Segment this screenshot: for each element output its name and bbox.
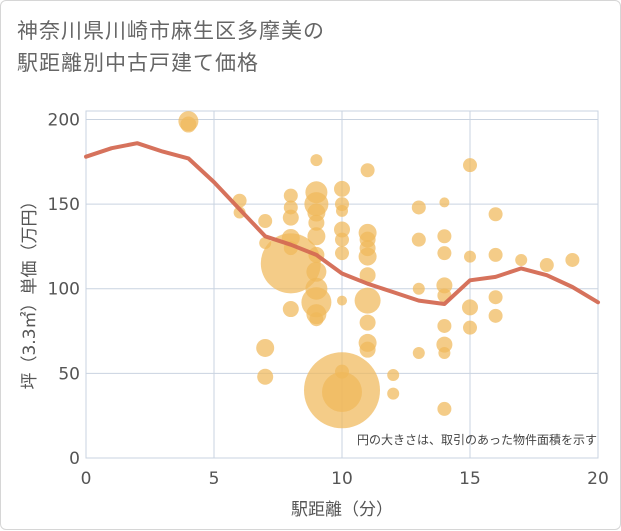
data-bubble (282, 301, 299, 318)
data-bubble (463, 158, 477, 173)
data-bubble (359, 341, 376, 358)
data-bubble (488, 247, 503, 262)
data-bubble (257, 368, 274, 385)
data-bubble (334, 221, 350, 238)
x-tick-label: 20 (587, 469, 609, 489)
title-line-2: 駅距離別中古戸建て価格 (17, 51, 259, 75)
trend-line (84, 141, 600, 306)
data-bubble (308, 214, 325, 231)
data-bubble (283, 188, 298, 203)
data-bubble (387, 387, 400, 400)
data-bubble (360, 163, 375, 178)
data-bubble (565, 252, 580, 267)
data-bubble (411, 200, 426, 215)
title-line-1: 神奈川県川崎市麻生区多摩美の (17, 19, 325, 43)
data-bubble (337, 295, 347, 306)
data-bubble (488, 207, 503, 222)
data-bubble (463, 320, 477, 335)
data-bubble (515, 253, 528, 266)
data-bubble (412, 282, 425, 295)
data-bubble (436, 277, 453, 294)
data-bubble (322, 371, 362, 412)
data-bubble (437, 246, 452, 261)
data-bubble (539, 258, 554, 273)
y-tick-label: 50 (58, 364, 80, 384)
data-bubble (359, 267, 376, 284)
data-bubble (335, 232, 349, 247)
data-bubble (282, 209, 299, 226)
x-tick-label: 0 (81, 469, 92, 489)
data-bubble (306, 261, 327, 282)
data-bubble (310, 154, 323, 167)
y-axis-label: 坪（3.3㎡）単価（万円） (20, 192, 40, 389)
data-bubble (464, 250, 476, 263)
data-bubble (438, 347, 451, 360)
bubbles (178, 111, 580, 429)
y-tick-label: 200 (48, 110, 80, 130)
data-bubble (462, 299, 478, 316)
size-note: 円の大きさは、取引のあった物件面積を示す (357, 432, 597, 447)
data-bubble (354, 287, 381, 314)
data-bubble (437, 318, 452, 333)
data-bubble (359, 314, 376, 331)
y-tick-label: 0 (69, 449, 80, 469)
data-bubble (307, 227, 326, 246)
chart-title: 神奈川県川崎市麻生区多摩美の 駅距離別中古戸建て価格 (17, 15, 325, 79)
data-bubble (336, 204, 348, 217)
y-tick-label: 150 (48, 195, 80, 215)
data-bubble (488, 308, 503, 323)
data-bubble (439, 197, 450, 208)
data-bubble (488, 290, 503, 305)
y-tick-label: 100 (48, 280, 80, 300)
data-bubble (334, 180, 350, 197)
data-bubble (411, 232, 426, 247)
data-bubble (256, 338, 275, 357)
data-bubble (437, 229, 452, 244)
data-bubble (335, 246, 349, 261)
data-bubble (358, 247, 377, 266)
data-bubble (437, 401, 452, 416)
data-bubble (180, 116, 197, 133)
x-tick-label: 5 (209, 469, 220, 489)
data-bubble (309, 312, 324, 327)
x-tick-label: 15 (459, 469, 481, 489)
x-tick-label: 10 (331, 469, 353, 489)
trend-line-path (84, 141, 600, 306)
data-bubble (258, 214, 273, 229)
data-bubble (387, 369, 400, 382)
data-bubble (412, 347, 425, 360)
data-bubble (260, 233, 321, 294)
x-axis-label: 駅距離（分） (291, 500, 393, 520)
